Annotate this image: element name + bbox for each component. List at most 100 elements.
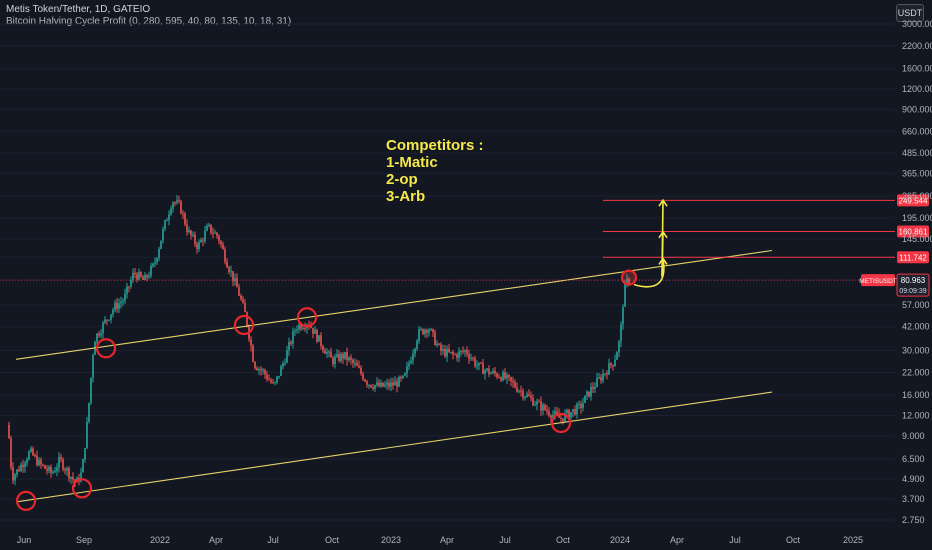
candle-body bbox=[562, 418, 564, 422]
candle-body bbox=[176, 200, 178, 203]
candle-body bbox=[410, 360, 412, 364]
candle-body bbox=[502, 372, 504, 381]
arrow-head bbox=[658, 198, 668, 207]
x-tick-label: Jul bbox=[729, 535, 741, 545]
candle-body bbox=[424, 329, 426, 335]
y-tick-label: 6.500 bbox=[902, 454, 925, 464]
candle-body bbox=[172, 202, 174, 209]
candle-body bbox=[472, 358, 474, 360]
candle-body bbox=[620, 324, 622, 342]
candle-body bbox=[16, 469, 18, 475]
candle-body bbox=[494, 370, 496, 374]
candle-body bbox=[268, 379, 270, 381]
candle-body bbox=[238, 287, 240, 296]
candle-body bbox=[134, 272, 136, 275]
candle-body bbox=[20, 464, 22, 472]
candle-body bbox=[68, 468, 70, 479]
candle-body bbox=[442, 349, 444, 351]
candles-layer bbox=[0, 23, 895, 521]
candle-body bbox=[138, 272, 140, 280]
y-tick-label: 1600.000 bbox=[902, 64, 932, 74]
candle-body bbox=[140, 272, 142, 277]
x-tick-label: 2022 bbox=[150, 535, 170, 545]
candle-body bbox=[590, 386, 592, 397]
candle-body bbox=[192, 234, 194, 236]
x-tick-label: Oct bbox=[556, 535, 571, 545]
candle-body bbox=[158, 248, 160, 259]
candle-body bbox=[290, 342, 292, 344]
candle-body bbox=[130, 280, 132, 287]
candle-body bbox=[456, 354, 458, 358]
candle-body bbox=[180, 201, 182, 214]
candle-body bbox=[440, 344, 442, 351]
level-tag bbox=[897, 251, 929, 264]
candle-body bbox=[350, 357, 352, 360]
candle-body bbox=[266, 374, 268, 380]
candle-body bbox=[408, 363, 410, 367]
candle-body bbox=[288, 342, 290, 351]
candle-body bbox=[418, 329, 420, 341]
trendline-upper bbox=[15, 249, 773, 360]
candle-body bbox=[60, 457, 62, 460]
candle-body bbox=[452, 351, 454, 355]
candle-body bbox=[110, 314, 112, 320]
candle-body bbox=[74, 479, 76, 483]
candle-body bbox=[360, 367, 362, 374]
candle-body bbox=[220, 241, 222, 245]
candle-body bbox=[232, 271, 234, 282]
candle-body bbox=[154, 262, 156, 264]
candle-body bbox=[382, 382, 384, 387]
candle-body bbox=[560, 417, 562, 419]
y-tick-label: 3.700 bbox=[902, 494, 925, 504]
candle-body bbox=[476, 365, 478, 367]
candle-body bbox=[610, 363, 612, 365]
candle-body bbox=[370, 384, 372, 388]
x-tick-label: Apr bbox=[670, 535, 684, 545]
countdown-label: 09:09:39 bbox=[899, 288, 926, 295]
candle-body bbox=[108, 319, 110, 321]
candle-body bbox=[378, 382, 380, 387]
x-tick-label: 2024 bbox=[610, 535, 630, 545]
candle-body bbox=[484, 370, 486, 374]
candle-body bbox=[124, 293, 126, 301]
x-tick-label: Jul bbox=[499, 535, 511, 545]
candle-body bbox=[278, 375, 280, 377]
candle-body bbox=[576, 404, 578, 415]
candle-body bbox=[122, 300, 124, 303]
highlight-circle bbox=[233, 314, 255, 336]
candle-body bbox=[570, 411, 572, 418]
candle-body bbox=[582, 402, 584, 409]
candle-body bbox=[30, 448, 32, 452]
candle-body bbox=[614, 359, 616, 366]
candle-body bbox=[372, 387, 374, 389]
indicator-title: Bitcoin Halving Cycle Profit (0, 280, 59… bbox=[6, 16, 292, 27]
candle-body bbox=[152, 263, 154, 266]
candle-body bbox=[202, 239, 204, 241]
candle-body bbox=[448, 348, 450, 352]
candle-body bbox=[616, 352, 618, 360]
candle-body bbox=[504, 372, 506, 379]
candle-body bbox=[54, 471, 56, 473]
candle-body bbox=[574, 409, 576, 415]
candle-body bbox=[272, 382, 274, 384]
candle-body bbox=[80, 472, 82, 482]
candle-body bbox=[164, 220, 166, 229]
candle-body bbox=[82, 459, 84, 473]
candle-body bbox=[106, 319, 108, 321]
candle-body bbox=[364, 379, 366, 382]
candle-body bbox=[366, 381, 368, 385]
candle-body bbox=[348, 357, 350, 361]
candle-body bbox=[188, 230, 190, 233]
candle-body bbox=[96, 333, 98, 342]
candle-body bbox=[8, 424, 10, 439]
candle-body bbox=[508, 374, 510, 378]
candle-body bbox=[406, 366, 408, 374]
candle-body bbox=[466, 350, 468, 354]
candle-body bbox=[368, 384, 370, 386]
currency-button[interactable]: USDT bbox=[896, 4, 924, 22]
candle-body bbox=[90, 377, 92, 403]
candle-body bbox=[394, 381, 396, 386]
x-tick-label: Jun bbox=[17, 535, 32, 545]
x-tick-label: Apr bbox=[209, 535, 223, 545]
